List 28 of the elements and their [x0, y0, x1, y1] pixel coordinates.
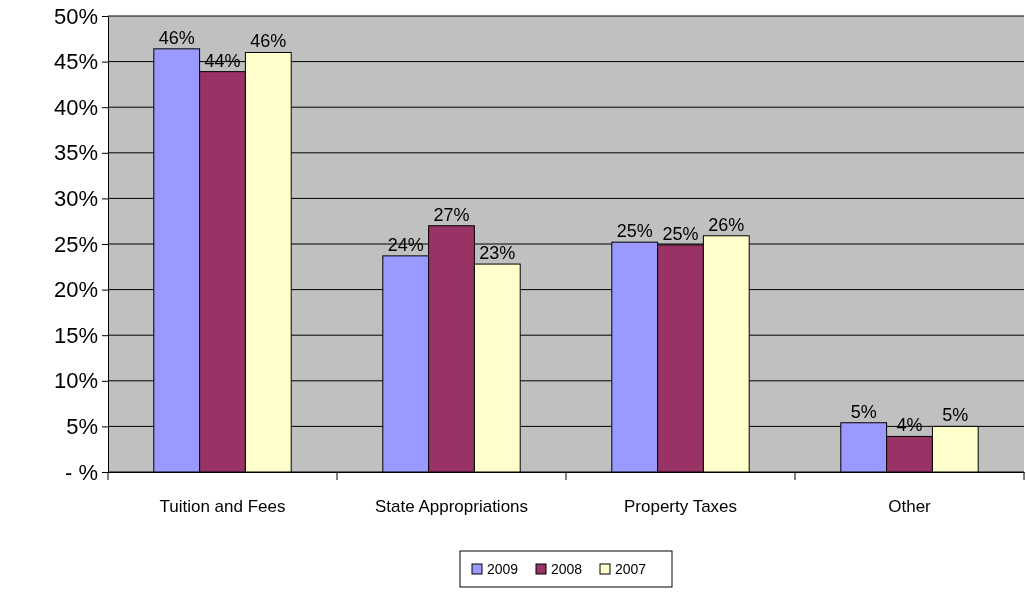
legend-label: 2009: [487, 561, 519, 577]
legend-label: 2008: [551, 561, 583, 577]
y-tick-label: 5%: [66, 413, 98, 439]
y-tick-label: 25%: [53, 231, 98, 257]
data-label: 46%: [158, 27, 195, 48]
x-tick-label: Tuition and Fees: [159, 497, 286, 517]
y-tick-label: 45%: [53, 49, 98, 75]
legend-label: 2007: [615, 561, 647, 577]
y-tick-label: 30%: [53, 185, 98, 211]
data-label: 26%: [708, 214, 745, 235]
data-label: 5%: [850, 401, 877, 422]
y-tick-label: 40%: [53, 94, 98, 120]
y-tick-label: 20%: [53, 277, 98, 303]
data-label: 24%: [387, 234, 424, 255]
data-label: 46%: [250, 31, 287, 52]
data-label: 27%: [433, 204, 470, 225]
y-tick-label: 10%: [53, 368, 98, 394]
x-tick-label: Other: [888, 497, 932, 517]
data-label: 25%: [616, 221, 653, 242]
y-tick-label: - %: [65, 459, 98, 485]
data-label: 25%: [662, 223, 699, 244]
y-tick-label: 35%: [53, 140, 98, 166]
data-label: 5%: [942, 405, 969, 426]
y-tick-label: 50%: [53, 3, 98, 29]
y-tick-label: 15%: [53, 322, 98, 348]
x-tick-label: State Appropriations: [374, 497, 529, 517]
data-label: 23%: [479, 243, 516, 264]
x-tick-label: Property Taxes: [623, 497, 738, 517]
